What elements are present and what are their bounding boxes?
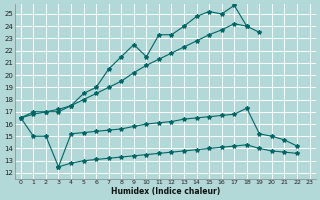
X-axis label: Humidex (Indice chaleur): Humidex (Indice chaleur) — [111, 187, 220, 196]
